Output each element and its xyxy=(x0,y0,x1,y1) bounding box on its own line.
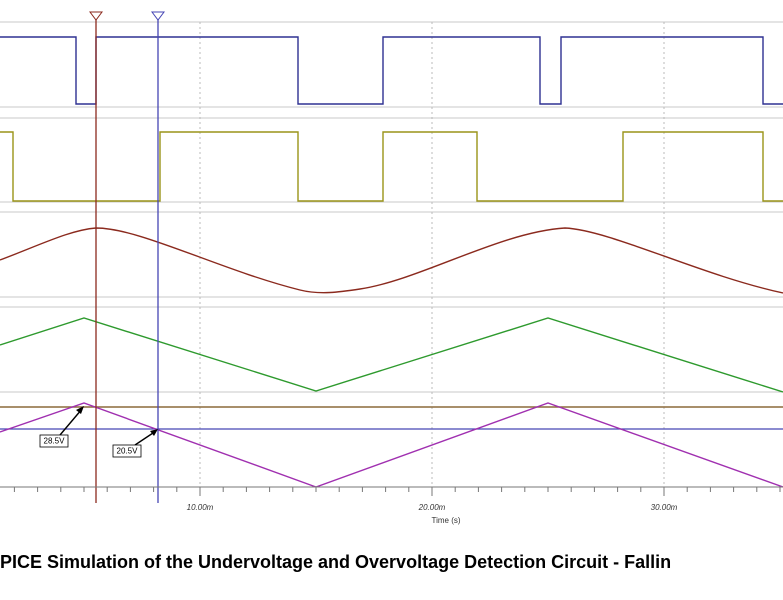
x-axis-label: Time (s) xyxy=(431,516,460,525)
grid xyxy=(199,22,665,487)
x-tick-label: 30.00m xyxy=(651,503,678,512)
annotation-label: 20.5V xyxy=(117,447,139,456)
caption: PICE Simulation of the Undervoltage and … xyxy=(0,552,671,572)
cursors xyxy=(89,11,165,503)
trace-1 xyxy=(0,36,783,105)
annotation-label: 28.5V xyxy=(44,437,66,446)
trace-2 xyxy=(0,131,783,202)
x-tick-label: 10.00m xyxy=(187,503,214,512)
annotations: 28.5V 20.5V xyxy=(39,406,158,458)
x-tick-label: 20.00m xyxy=(418,503,446,512)
trace-3 xyxy=(0,227,783,294)
trace-4 xyxy=(0,317,783,393)
panel-separators xyxy=(0,21,783,393)
x-axis xyxy=(0,486,783,496)
